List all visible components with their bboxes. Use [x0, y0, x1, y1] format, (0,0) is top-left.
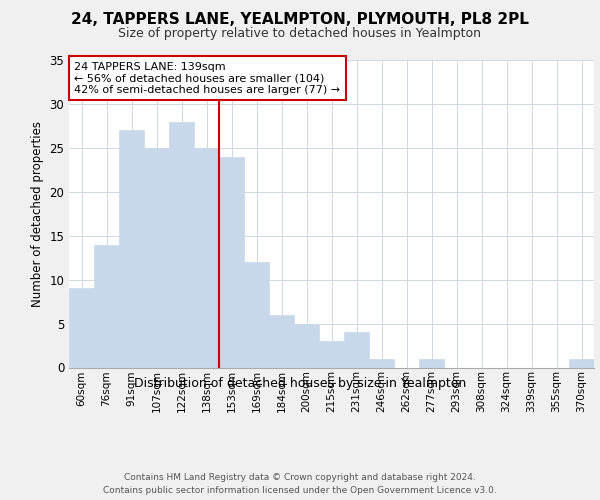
- Text: 24, TAPPERS LANE, YEALMPTON, PLYMOUTH, PL8 2PL: 24, TAPPERS LANE, YEALMPTON, PLYMOUTH, P…: [71, 12, 529, 28]
- Bar: [319, 341, 344, 367]
- Bar: [269, 315, 294, 368]
- Bar: [569, 358, 594, 368]
- Text: Contains HM Land Registry data © Crown copyright and database right 2024.: Contains HM Land Registry data © Crown c…: [124, 472, 476, 482]
- Text: 24 TAPPERS LANE: 139sqm
← 56% of detached houses are smaller (104)
42% of semi-d: 24 TAPPERS LANE: 139sqm ← 56% of detache…: [74, 62, 340, 94]
- Text: Contains public sector information licensed under the Open Government Licence v3: Contains public sector information licen…: [103, 486, 497, 495]
- Bar: [419, 358, 444, 368]
- Text: Size of property relative to detached houses in Yealmpton: Size of property relative to detached ho…: [119, 28, 482, 40]
- Bar: [294, 324, 319, 368]
- Y-axis label: Number of detached properties: Number of detached properties: [31, 120, 44, 306]
- Bar: [94, 244, 119, 368]
- Bar: [369, 358, 394, 368]
- Bar: [69, 288, 94, 368]
- Bar: [194, 148, 219, 368]
- Bar: [144, 148, 169, 368]
- Text: Distribution of detached houses by size in Yealmpton: Distribution of detached houses by size …: [134, 378, 466, 390]
- Bar: [119, 130, 144, 368]
- Bar: [244, 262, 269, 368]
- Bar: [169, 122, 194, 368]
- Bar: [219, 156, 244, 368]
- Bar: [344, 332, 369, 368]
